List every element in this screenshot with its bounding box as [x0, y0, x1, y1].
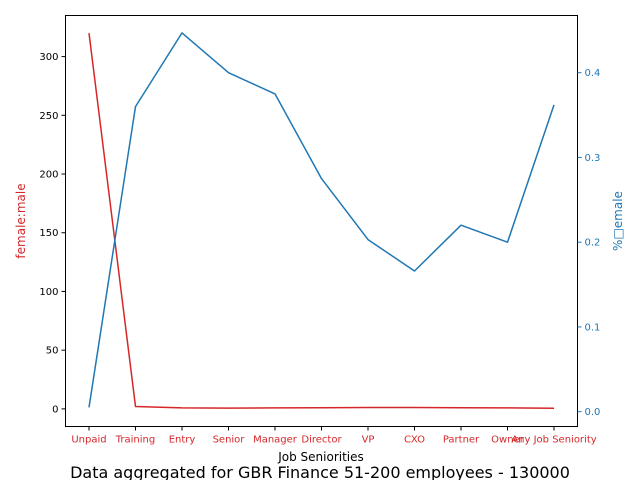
x-tick-label: Entry	[169, 435, 196, 446]
right-tick-label: 0.0	[585, 407, 601, 418]
right-tick-label: 0.2	[585, 238, 601, 249]
left-tick-label: 0	[52, 404, 58, 415]
x-tick-label: Owner	[491, 435, 525, 446]
x-tick-label: Unpaid	[71, 435, 106, 446]
x-tick-label: Any Job Seniority	[511, 435, 596, 446]
x-tick-label: Partner	[443, 435, 480, 446]
x-tick-label: Training	[115, 435, 155, 446]
left-tick-label: 50	[46, 346, 59, 357]
left-tick-label: 300	[39, 52, 58, 63]
x-tick-label: VP	[362, 435, 375, 446]
x-tick-label: Senior	[213, 435, 246, 446]
chart-caption: Data aggregated for GBR Finance 51-200 e…	[70, 463, 570, 480]
right-axis-title: %□emale	[611, 191, 625, 251]
x-tick-label: CXO	[404, 435, 425, 446]
plot-area	[65, 15, 578, 427]
right-tick-label: 0.3	[585, 153, 601, 164]
right-axis-ticks: 0.0 0.1 0.2 0.3 0.4	[577, 68, 601, 418]
x-tick-label: Manager	[253, 435, 298, 446]
left-axis-series-line	[88, 33, 555, 409]
x-tick-label: Director	[301, 435, 342, 446]
x-axis-ticks: Unpaid Training Entry Senior Manager Director…	[71, 426, 597, 446]
left-tick-label: 150	[39, 228, 58, 239]
left-tick-label: 100	[39, 287, 58, 298]
series-lines	[88, 32, 555, 409]
left-tick-label: 250	[39, 111, 58, 122]
left-axis-ticks: 0 50 100 150 200 250 300	[39, 52, 66, 415]
right-tick-label: 0.4	[585, 68, 601, 79]
right-axis-series-line	[88, 32, 555, 408]
x-axis-title: Job Seniorities	[277, 450, 364, 464]
left-tick-label: 200	[39, 170, 58, 181]
right-tick-label: 0.1	[585, 322, 601, 333]
left-axis-title: female:male	[14, 183, 28, 258]
